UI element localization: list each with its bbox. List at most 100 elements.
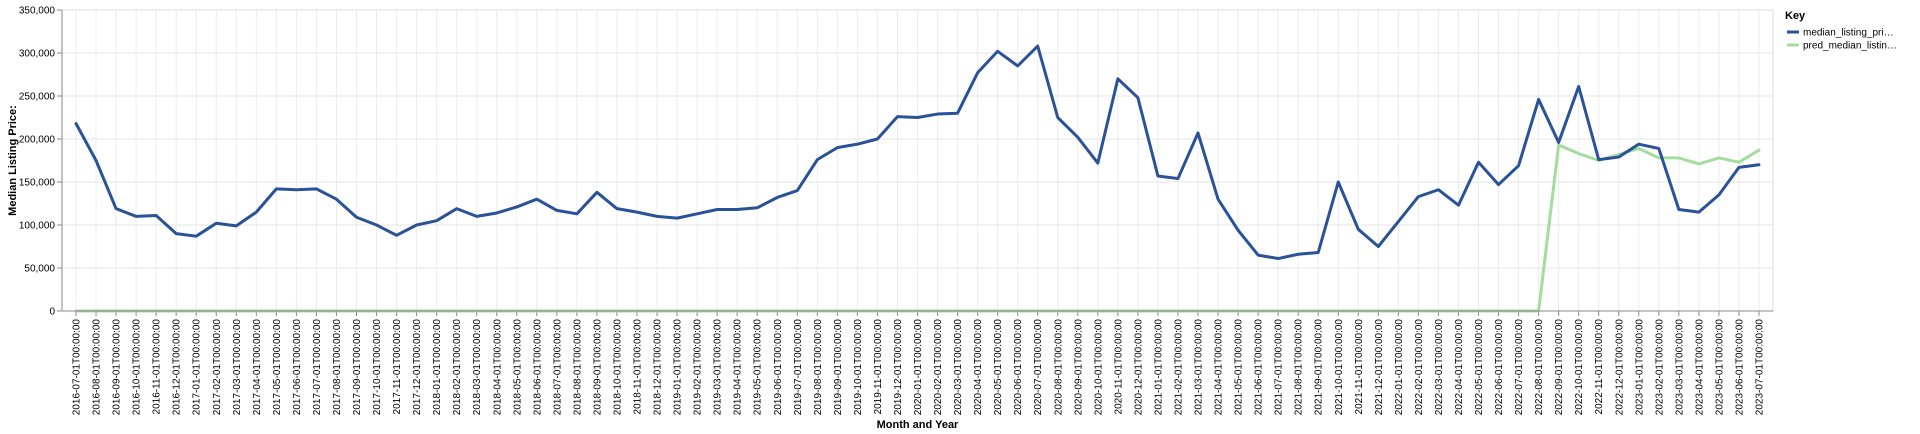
x-axis-title: Month and Year: [877, 419, 959, 431]
x-tick-label: 2018-08-01T00:00:00: [572, 319, 583, 416]
y-tick-label: 50,000: [24, 264, 55, 275]
x-tick-label: 2020-06-01T00:00:00: [1013, 319, 1024, 416]
x-tick-label: 2020-08-01T00:00:00: [1053, 319, 1064, 416]
x-tick-label: 2022-11-01T00:00:00: [1594, 319, 1605, 415]
x-tick-label: 2021-02-01T00:00:00: [1173, 319, 1184, 416]
x-tick-label: 2020-03-01T00:00:00: [953, 319, 964, 416]
x-tick-label: 2023-01-01T00:00:00: [1634, 319, 1645, 416]
x-tick-label: 2020-10-01T00:00:00: [1093, 319, 1104, 416]
x-tick-label: 2020-07-01T00:00:00: [1033, 319, 1044, 416]
x-tick-label: 2022-07-01T00:00:00: [1514, 319, 1525, 416]
x-tick-label: 2017-03-01T00:00:00: [232, 319, 243, 416]
x-tick-label: 2019-08-01T00:00:00: [813, 319, 824, 416]
x-tick-label: 2023-05-01T00:00:00: [1714, 319, 1725, 416]
x-tick-label: 2017-01-01T00:00:00: [192, 319, 203, 416]
x-tick-label: 2023-02-01T00:00:00: [1654, 319, 1665, 416]
x-tick-label: 2019-12-01T00:00:00: [893, 319, 904, 416]
x-tick-label: 2022-05-01T00:00:00: [1474, 319, 1485, 416]
y-axis-ticks: 0 50,000 100,000 150,000 200,000 250,000 300,0…: [19, 6, 62, 318]
x-tick-label: 2017-04-01T00:00:00: [252, 319, 263, 416]
x-tick-label: 2022-02-01T00:00:00: [1414, 319, 1425, 416]
x-tick-label: 2022-12-01T00:00:00: [1614, 319, 1625, 416]
x-tick-label: 2017-06-01T00:00:00: [292, 319, 303, 416]
x-tick-label: 2019-05-01T00:00:00: [753, 319, 764, 416]
x-tick-label: 2017-09-01T00:00:00: [352, 319, 363, 416]
x-tick-label: 2021-04-01T00:00:00: [1214, 319, 1225, 416]
x-tick-label: 2021-09-01T00:00:00: [1314, 319, 1325, 416]
x-tick-label: 2021-07-01T00:00:00: [1274, 319, 1285, 416]
x-tick-label: 2016-10-01T00:00:00: [132, 319, 143, 416]
x-tick-label: 2019-04-01T00:00:00: [733, 319, 744, 416]
x-axis-ticks: 2016-07-01T00:00:00 2016-08-01T00:00:00 20…: [72, 311, 1766, 415]
x-tick-label: 2019-01-01T00:00:00: [673, 319, 684, 416]
y-tick-label: 350,000: [19, 6, 56, 17]
x-tick-label: 2016-07-01T00:00:00: [72, 319, 83, 416]
x-tick-label: 2020-05-01T00:00:00: [993, 319, 1004, 416]
legend-label: pred_median_listin…: [1803, 41, 1897, 52]
gridlines: [62, 9, 1773, 312]
x-tick-label: 2017-05-01T00:00:00: [272, 319, 283, 416]
x-tick-label: 2018-12-01T00:00:00: [653, 319, 664, 416]
y-tick-label: 100,000: [19, 221, 56, 232]
x-tick-label: 2016-12-01T00:00:00: [172, 319, 183, 416]
y-tick-label: 300,000: [19, 49, 56, 60]
x-tick-label: 2021-08-01T00:00:00: [1294, 319, 1305, 416]
x-tick-label: 2016-09-01T00:00:00: [112, 319, 123, 416]
y-tick-label: 0: [49, 307, 55, 318]
legend-label: median_listing_pri…: [1803, 28, 1894, 39]
y-tick-label: 200,000: [19, 135, 56, 146]
x-tick-label: 2019-02-01T00:00:00: [693, 319, 704, 416]
x-tick-label: 2022-04-01T00:00:00: [1454, 319, 1465, 416]
legend-entries: median_listing_pri… pred_median_listin…: [1787, 28, 1897, 52]
x-tick-label: 2018-02-01T00:00:00: [452, 319, 463, 416]
x-tick-label: 2018-07-01T00:00:00: [552, 319, 563, 416]
x-tick-label: 2016-11-01T00:00:00: [152, 319, 163, 415]
x-tick-label: 2019-09-01T00:00:00: [833, 319, 844, 416]
x-tick-label: 2023-06-01T00:00:00: [1734, 319, 1745, 416]
x-tick-label: 2019-07-01T00:00:00: [793, 319, 804, 416]
x-tick-label: 2021-01-01T00:00:00: [1153, 319, 1164, 416]
x-tick-label: 2021-11-01T00:00:00: [1354, 319, 1365, 415]
legend: Key median_listing_pri… pred_median_listi…: [1785, 10, 1897, 52]
y-axis-title: Median Listing Price:: [7, 105, 19, 216]
x-tick-label: 2018-10-01T00:00:00: [612, 319, 623, 416]
x-tick-label: 2019-03-01T00:00:00: [713, 319, 724, 416]
x-tick-label: 2018-03-01T00:00:00: [472, 319, 483, 416]
x-tick-label: 2023-07-01T00:00:00: [1755, 319, 1766, 416]
series-line-1: [74, 44, 1761, 261]
x-tick-label: 2020-02-01T00:00:00: [933, 319, 944, 416]
x-tick-label: 2022-08-01T00:00:00: [1534, 319, 1545, 416]
x-tick-label: 2020-01-01T00:00:00: [913, 319, 924, 416]
x-tick-label: 2019-11-01T00:00:00: [873, 319, 884, 415]
x-tick-label: 2017-07-01T00:00:00: [312, 319, 323, 416]
y-tick-label: 250,000: [19, 92, 56, 103]
x-tick-label: 2017-11-01T00:00:00: [392, 319, 403, 415]
x-tick-label: 2023-03-01T00:00:00: [1674, 319, 1685, 416]
x-tick-label: 2019-10-01T00:00:00: [853, 319, 864, 416]
x-tick-label: 2018-04-01T00:00:00: [492, 319, 503, 416]
x-tick-label: 2020-09-01T00:00:00: [1073, 319, 1084, 416]
x-tick-label: 2017-12-01T00:00:00: [412, 319, 423, 416]
x-tick-label: 2022-09-01T00:00:00: [1554, 319, 1565, 416]
x-tick-label: 2016-08-01T00:00:00: [92, 319, 103, 416]
x-tick-label: 2021-03-01T00:00:00: [1194, 319, 1205, 416]
x-tick-label: 2017-08-01T00:00:00: [332, 319, 343, 416]
x-tick-label: 2021-05-01T00:00:00: [1234, 319, 1245, 416]
x-tick-label: 2022-01-01T00:00:00: [1394, 319, 1405, 416]
x-tick-label: 2020-04-01T00:00:00: [973, 319, 984, 416]
x-tick-label: 2018-09-01T00:00:00: [592, 319, 603, 416]
x-tick-label: 2017-02-01T00:00:00: [212, 319, 223, 416]
x-tick-label: 2018-06-01T00:00:00: [532, 319, 543, 416]
x-tick-label: 2018-01-01T00:00:00: [432, 319, 443, 416]
x-tick-label: 2022-10-01T00:00:00: [1574, 319, 1585, 416]
x-tick-label: 2020-12-01T00:00:00: [1133, 319, 1144, 416]
x-tick-label: 2021-06-01T00:00:00: [1254, 319, 1265, 416]
x-tick-label: 2022-03-01T00:00:00: [1434, 319, 1445, 416]
x-tick-label: 2021-10-01T00:00:00: [1334, 319, 1345, 416]
x-tick-label: 2017-10-01T00:00:00: [372, 319, 383, 416]
x-tick-label: 2021-12-01T00:00:00: [1374, 319, 1385, 416]
legend-title: Key: [1785, 10, 1806, 22]
x-tick-label: 2022-06-01T00:00:00: [1494, 319, 1505, 416]
x-tick-label: 2020-11-01T00:00:00: [1113, 319, 1124, 415]
